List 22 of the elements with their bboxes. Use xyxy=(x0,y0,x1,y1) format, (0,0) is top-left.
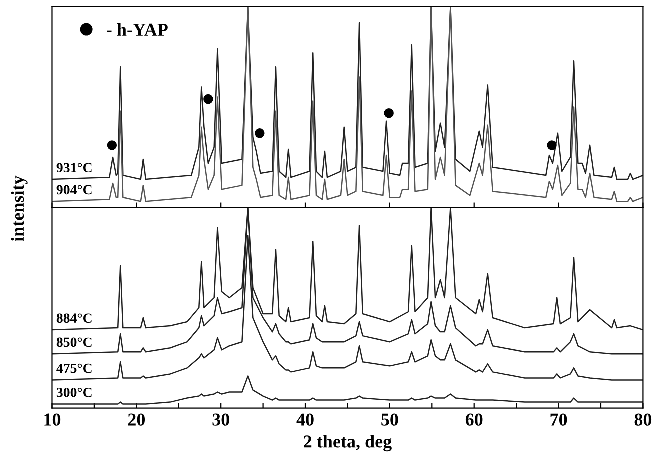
x-tick-label: 10 xyxy=(44,414,61,426)
x-tick-label: 40 xyxy=(296,414,314,426)
point xyxy=(547,140,557,150)
point xyxy=(384,108,394,118)
series-label: 904°C xyxy=(56,185,92,195)
series-label: 850°C xyxy=(56,338,92,348)
x-axis-title: 2 theta, deg xyxy=(304,435,392,452)
x-tick-label: 60 xyxy=(466,414,483,426)
x-tick-label: 80 xyxy=(634,414,652,426)
point xyxy=(255,128,265,138)
series-label: 475°C xyxy=(56,364,92,374)
point xyxy=(204,94,214,104)
legend-label: - h-YAP xyxy=(107,23,168,36)
x-tick-label: 70 xyxy=(550,414,568,426)
series-label: 884°C xyxy=(56,314,92,324)
series-label: 300°C xyxy=(56,388,92,398)
point xyxy=(107,140,118,150)
series-label: 931°C xyxy=(56,163,92,173)
x-tick-label: 30 xyxy=(212,414,230,426)
x-tick-label: 50 xyxy=(382,414,398,426)
x-tick-label: 20 xyxy=(128,414,146,426)
y-axis-title: intensity xyxy=(11,176,28,242)
